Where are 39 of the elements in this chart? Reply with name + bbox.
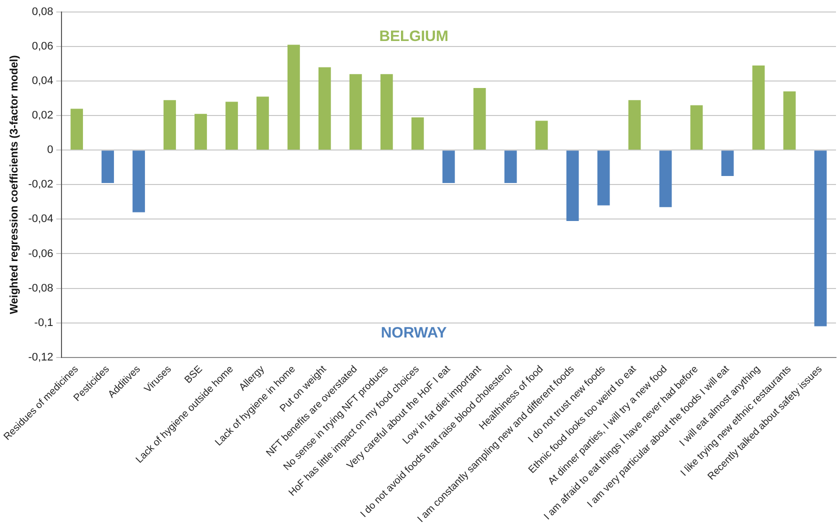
bar xyxy=(535,120,548,150)
bar xyxy=(226,102,238,150)
bar xyxy=(318,67,331,150)
bar xyxy=(473,88,486,150)
bar xyxy=(659,150,672,208)
bar xyxy=(349,74,362,150)
y-tick-label: -0,06 xyxy=(28,248,54,260)
bar xyxy=(164,100,176,150)
y-tick-label: 0,06 xyxy=(32,40,54,53)
y-tick-label: 0,02 xyxy=(32,110,54,122)
y-tick-label: -0,02 xyxy=(28,178,54,191)
bar xyxy=(504,150,517,183)
bar xyxy=(628,100,641,150)
bar xyxy=(411,117,424,150)
bar xyxy=(194,114,207,150)
bar xyxy=(814,150,827,326)
y-tick-label: -0,12 xyxy=(28,351,54,364)
y-tick-label: 0,08 xyxy=(32,6,54,18)
annotation: NORWAY xyxy=(380,324,447,342)
annotation: BELGIUM xyxy=(379,28,448,46)
bar xyxy=(690,105,703,150)
y-tick-label: -0,08 xyxy=(28,282,54,294)
bar xyxy=(132,150,145,212)
y-tick-label: 0 xyxy=(47,144,54,156)
bar xyxy=(287,44,300,150)
bar xyxy=(752,66,765,150)
bar xyxy=(442,150,455,183)
bar xyxy=(256,96,269,150)
bar xyxy=(102,150,114,183)
y-axis-title: Weighted regression coefficients (3-factor model) xyxy=(8,54,21,314)
y-tick-label: 0,04 xyxy=(32,75,54,88)
y-tick-label: -0,1 xyxy=(34,316,54,329)
bar xyxy=(70,108,83,150)
bar xyxy=(721,150,734,176)
bar xyxy=(566,150,579,221)
bar xyxy=(783,91,796,150)
bar xyxy=(597,150,610,206)
bar xyxy=(380,74,393,150)
y-tick-label: -0,04 xyxy=(28,213,54,226)
